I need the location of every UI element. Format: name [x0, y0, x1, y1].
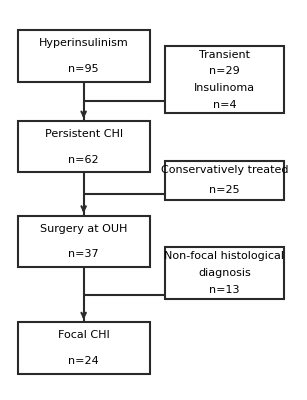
- Text: Insulinoma: Insulinoma: [194, 83, 255, 93]
- Text: n=13: n=13: [209, 285, 240, 295]
- Text: Surgery at OUH: Surgery at OUH: [40, 224, 127, 234]
- Text: Non-focal histological: Non-focal histological: [165, 251, 285, 261]
- Bar: [165, 160, 284, 200]
- Text: n=62: n=62: [68, 154, 99, 164]
- Text: n=37: n=37: [68, 249, 99, 259]
- Bar: [165, 247, 284, 299]
- Text: Persistent CHI: Persistent CHI: [45, 129, 123, 139]
- Text: n=25: n=25: [209, 185, 240, 195]
- Text: n=24: n=24: [68, 356, 99, 366]
- Text: Hyperinsulinism: Hyperinsulinism: [39, 38, 129, 48]
- Bar: [18, 216, 150, 267]
- Text: n=95: n=95: [68, 64, 99, 74]
- Bar: [18, 121, 150, 172]
- Text: Focal CHI: Focal CHI: [58, 330, 110, 340]
- Text: Conservatively treated: Conservatively treated: [161, 166, 288, 176]
- Text: diagnosis: diagnosis: [198, 268, 251, 278]
- Bar: [18, 322, 150, 374]
- Bar: [18, 30, 150, 82]
- Bar: [165, 46, 284, 113]
- Text: Transient: Transient: [199, 50, 250, 60]
- Text: n=4: n=4: [213, 100, 236, 110]
- Text: n=29: n=29: [209, 66, 240, 76]
